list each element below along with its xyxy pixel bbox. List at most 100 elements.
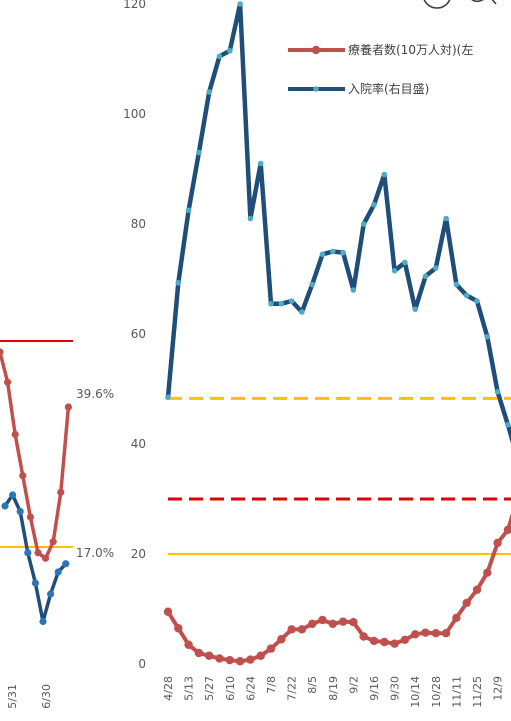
data-point-nyuin <box>494 388 501 395</box>
data-point-nyuin <box>433 265 439 271</box>
data-point-nyuin <box>391 267 398 274</box>
data-point-ryoyo <box>194 648 204 658</box>
y-tick-label: 40 <box>131 437 146 451</box>
left-data-point-1 <box>16 507 24 516</box>
data-point-nyuin <box>257 160 264 167</box>
left-data-point-1 <box>24 549 32 557</box>
data-point-nyuin <box>474 298 480 304</box>
left-data-point-0 <box>34 549 42 557</box>
data-point-ryoyo <box>246 655 255 664</box>
data-point-nyuin <box>227 47 233 54</box>
legend-marker-nyuin <box>313 86 319 92</box>
legend-marker-ryoyo <box>311 45 321 55</box>
data-point-ryoyo <box>277 635 286 644</box>
data-point-ryoyo <box>452 613 461 622</box>
data-point-nyuin <box>360 221 367 227</box>
data-point-nyuin <box>216 53 223 60</box>
left-data-point-0 <box>42 554 50 562</box>
left-data-point-0 <box>19 472 27 480</box>
data-point-nyuin <box>237 1 243 7</box>
left-data-point-1 <box>47 590 55 598</box>
data-point-ryoyo <box>174 624 183 633</box>
top-corner-glyph <box>423 0 497 9</box>
data-point-nyuin <box>422 273 429 280</box>
data-point-nyuin <box>350 287 357 293</box>
data-point-ryoyo <box>380 637 389 647</box>
data-point-ryoyo <box>308 619 317 629</box>
y-tick-label: 0 <box>138 657 146 671</box>
x-tick-label: 10/14 <box>409 676 422 708</box>
data-point-nyuin <box>309 281 316 288</box>
data-point-ryoyo <box>287 625 296 634</box>
data-point-ryoyo <box>400 635 410 644</box>
data-point-ryoyo <box>266 644 276 653</box>
data-point-ryoyo <box>462 598 471 608</box>
x-tick-label: 10/28 <box>430 676 443 708</box>
data-point-nyuin <box>463 292 470 299</box>
data-point-ryoyo <box>359 632 368 641</box>
left-data-point-0 <box>64 403 72 411</box>
x-tick-label: 11/25 <box>471 676 484 708</box>
left-partial-chart: 39.6% 17.0% 5/31 6/30 <box>0 340 114 709</box>
x-tick-label: 9/2 <box>347 676 360 694</box>
x-tick-label: 7/8 <box>265 676 278 694</box>
data-point-nyuin <box>453 281 460 288</box>
data-point-ryoyo <box>338 617 348 626</box>
data-point-nyuin <box>402 259 408 266</box>
reference-lines <box>168 396 511 555</box>
x-axis-ticks: 4/28 5/13 5/27 6/10 6/24 7/8 7/22 8/5 8/19 9/2 9/1… <box>162 676 505 708</box>
data-point-nyuin <box>371 201 377 208</box>
data-point-nyuin <box>505 421 511 428</box>
data-point-nyuin <box>412 306 419 313</box>
left-data-point-0 <box>11 430 19 439</box>
data-point-nyuin <box>165 394 171 401</box>
data-point-nyuin <box>175 280 182 286</box>
series-line-ryoyo <box>166 513 511 664</box>
x-tick-label: 5/13 <box>183 676 196 701</box>
y-tick-label: 100 <box>123 107 146 121</box>
x-tick-label: 7/22 <box>286 676 299 701</box>
legend-label-nyuin: 入院率(右目盛) <box>348 81 429 96</box>
data-point-nyuin <box>381 171 388 178</box>
legend-label-ryoyo: 療養者数(10万人対)(左 <box>348 42 473 57</box>
x-tick-label: 6/24 <box>244 676 257 701</box>
left-data-point-0 <box>49 538 57 546</box>
y-tick-label: 120 <box>123 0 146 11</box>
data-point-ryoyo <box>390 639 399 648</box>
series-group <box>163 1 511 666</box>
x-tick-label: 4/28 <box>162 676 175 701</box>
data-point-nyuin <box>330 248 336 255</box>
y-tick-label: 60 <box>131 327 146 341</box>
data-point-ryoyo <box>184 640 193 649</box>
x-tick-label: 12/9 <box>492 676 505 701</box>
data-point-nyuin <box>268 300 274 307</box>
data-point-ryoyo <box>163 607 173 616</box>
y-tick-label: 80 <box>131 217 146 231</box>
left-annotation-0: 39.6% <box>76 387 114 401</box>
data-point-ryoyo <box>431 629 440 638</box>
data-point-nyuin <box>278 300 285 307</box>
data-point-ryoyo <box>483 568 492 577</box>
data-point-ryoyo <box>318 615 327 625</box>
main-chart: 0 20 40 60 80 100 120 4/28 5/13 5/27 6/10 6/24 7/8 7… <box>123 0 511 708</box>
left-data-point-0 <box>4 378 12 386</box>
left-data-point-0 <box>57 488 65 496</box>
left-x-tick-label: 5/31 <box>6 684 19 709</box>
data-point-nyuin <box>443 215 449 222</box>
x-tick-label: 9/30 <box>389 676 402 701</box>
data-point-ryoyo <box>225 655 234 665</box>
y-tick-label: 20 <box>131 547 146 561</box>
left-data-point-1 <box>9 491 17 499</box>
data-point-ryoyo <box>421 628 430 637</box>
x-tick-label: 9/16 <box>368 676 381 701</box>
data-point-nyuin <box>484 333 491 340</box>
data-point-ryoyo <box>441 629 451 638</box>
data-point-nyuin <box>319 251 326 258</box>
data-point-ryoyo <box>205 651 214 660</box>
left-series-line-0 <box>0 351 71 561</box>
data-point-ryoyo <box>256 651 265 660</box>
data-point-ryoyo <box>235 657 245 666</box>
data-point-ryoyo <box>503 525 511 534</box>
left-data-point-0 <box>0 348 4 356</box>
